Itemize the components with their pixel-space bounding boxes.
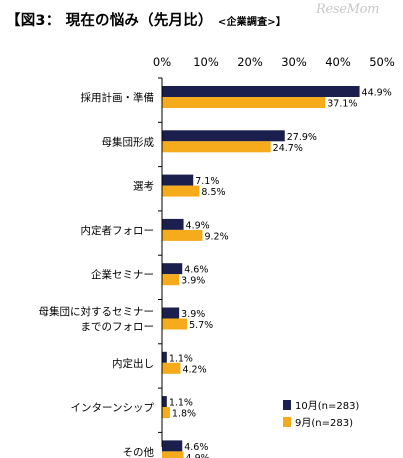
bar-oct [162,351,167,363]
data-label: 1.1% [169,398,193,409]
data-label: 4.2% [182,364,206,375]
bar-sep [162,318,188,330]
data-label: 27.9% [287,132,317,143]
bar-oct [162,86,360,97]
bar-sep [162,185,200,197]
bar-oct [162,263,183,275]
category-label: インターンシップ [71,402,155,414]
data-label: 1.1% [169,353,193,364]
bar-sep [162,274,180,286]
bar-sep [162,451,184,458]
category-label: 企業セミナー [91,268,154,281]
bar-sep [162,407,170,419]
bar-sep [162,362,181,374]
data-label: 4.6% [184,265,208,276]
category-label: 内定出し [112,357,154,370]
bar-oct [162,130,285,142]
data-label: 3.9% [181,309,205,320]
bar-oct [162,396,167,408]
legend-swatch [283,400,291,410]
data-label: 9.2% [204,231,228,242]
category-label: その他 [123,445,155,458]
legend-swatch [283,417,291,427]
bar-sep [162,229,203,241]
x-tick-label: 20% [237,55,263,69]
category-label: 内定者フォロー [81,224,155,237]
data-label: 8.5% [201,187,225,198]
category-label: までのフォロー [81,321,155,333]
x-tick-label: 50% [369,55,395,69]
watermark-logo: ReseMom [316,2,380,17]
legend-label: 10月(n=283) [295,400,359,412]
bar-sep [162,141,271,153]
category-label: 採用計画・準備 [81,91,155,104]
x-tick-label: 40% [325,55,351,69]
bar-oct [162,174,194,186]
data-label: 44.9% [362,88,392,99]
data-label: 4.9% [186,453,210,458]
bar-oct [162,218,184,230]
category-label: 選考 [133,180,154,193]
bar-oct [162,307,180,319]
data-label: 3.9% [181,276,205,287]
category-label: 母集団形成 [102,135,155,148]
data-label: 4.9% [186,220,210,231]
legend-label: 9月(n=283) [295,417,353,429]
x-tick-label: 10% [193,55,219,69]
data-label: 24.7% [273,143,303,154]
data-label: 1.8% [172,409,196,420]
data-label: 37.1% [327,99,357,110]
chart-title-sub: <企業調査>】 [217,17,287,28]
chart-title-main: 【図3： 現在の悩み（先月比） [6,13,213,29]
x-tick-label: 0% [153,55,171,69]
data-label: 7.1% [195,176,219,187]
data-label: 4.6% [184,442,208,453]
chart-title: 【図3： 現在の悩み（先月比） <企業調査>】 [6,9,286,30]
category-label: 母集団に対するセミナー [39,305,155,318]
x-tick-label: 30% [281,55,307,69]
bar-sep [162,97,326,108]
bar-oct [162,440,183,452]
data-label: 5.7% [189,320,213,331]
